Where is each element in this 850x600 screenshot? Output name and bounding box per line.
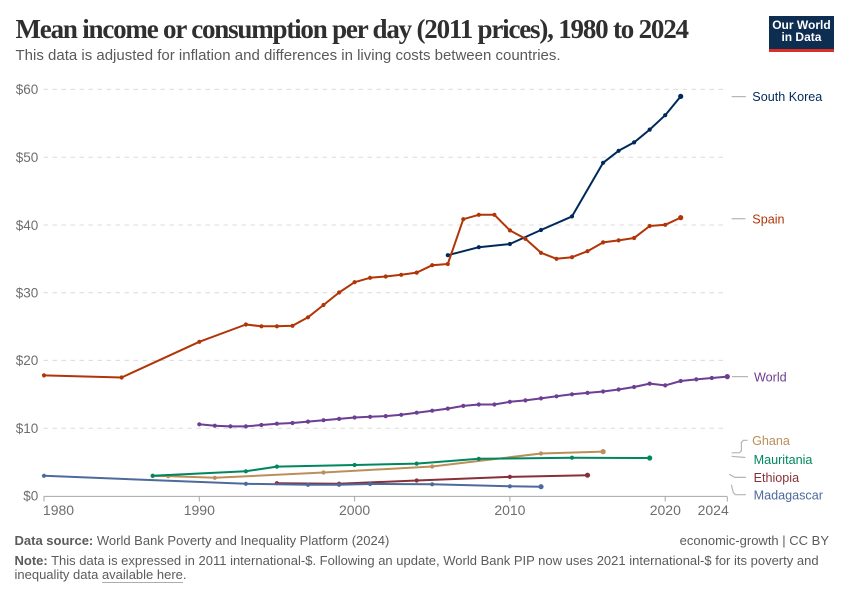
svg-text:South Korea: South Korea <box>752 90 822 104</box>
svg-text:$50: $50 <box>16 150 39 165</box>
svg-text:$0: $0 <box>23 489 38 504</box>
svg-text:Spain: Spain <box>752 212 784 226</box>
svg-text:1980: 1980 <box>43 502 74 518</box>
svg-text:World: World <box>754 371 787 385</box>
svg-text:2010: 2010 <box>494 502 525 518</box>
svg-text:2024: 2024 <box>698 502 729 518</box>
svg-text:1990: 1990 <box>184 502 215 518</box>
svg-text:$10: $10 <box>16 421 39 436</box>
svg-text:Ghana: Ghana <box>752 434 790 448</box>
svg-text:$40: $40 <box>16 218 39 233</box>
svg-text:2020: 2020 <box>650 502 681 518</box>
svg-text:2000: 2000 <box>339 502 370 518</box>
svg-text:Mauritania: Mauritania <box>754 453 813 467</box>
svg-text:$30: $30 <box>16 286 39 301</box>
svg-text:$20: $20 <box>16 353 39 368</box>
svg-text:$60: $60 <box>16 82 39 97</box>
svg-text:Madagascar: Madagascar <box>754 489 823 503</box>
svg-text:Ethiopia: Ethiopia <box>754 471 800 485</box>
